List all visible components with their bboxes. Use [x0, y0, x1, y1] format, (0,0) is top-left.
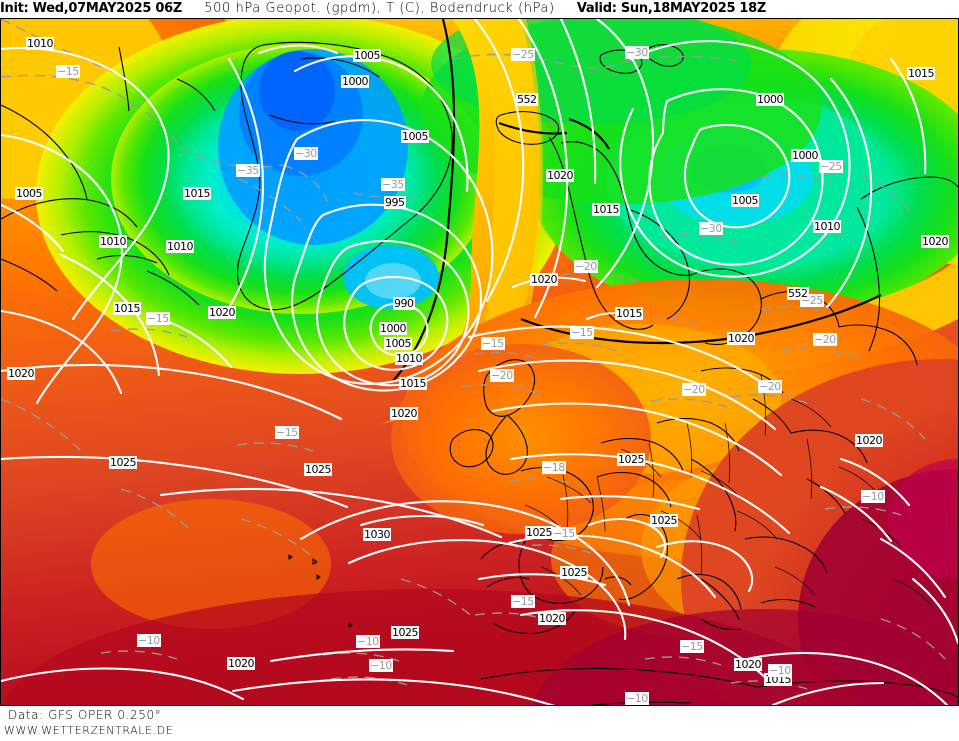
pressure-contour-label: 1020	[208, 306, 236, 319]
temperature-contour-label: −35	[236, 164, 260, 177]
header-valid-label: Valid: Sun,18MAY2025 18Z	[576, 1, 767, 16]
pressure-contour-label: 1000	[756, 93, 784, 106]
temperature-contour-label: −30	[699, 222, 723, 235]
pressure-contour-label: 1020	[7, 367, 35, 380]
coastlines	[1, 41, 958, 705]
temperature-contour-label: −10	[861, 490, 885, 503]
pressure-contour-label: 1020	[390, 407, 418, 420]
pressure-contour-label: 1020	[855, 434, 883, 447]
footer-data-line: Data: GFS OPER 0.250°	[8, 708, 162, 722]
pressure-contour-label: 1010	[395, 352, 423, 365]
pressure-contour-label: 1010	[166, 240, 194, 253]
temperature-contour-label: −30	[294, 147, 318, 160]
pressure-contour-label: 1020	[227, 657, 255, 670]
header-field-label: 500 hPa Geopot. (gpdm), T (C), Bodendruc…	[204, 1, 555, 16]
pressure-contour-label: 1010	[99, 235, 127, 248]
pressure-contour-label: 1015	[399, 377, 427, 390]
temperature-contour-label: −20	[758, 380, 782, 393]
pressure-contour-label: 1000	[379, 322, 407, 335]
pressure-contour-label: 1015	[592, 203, 620, 216]
temperature-contour-label: −20	[682, 383, 706, 396]
temperature-contour-label: −10	[369, 659, 393, 672]
pressure-contour-label: 1025	[617, 453, 645, 466]
temperature-contour-label: −20	[813, 333, 837, 346]
temperature-contour-label: −35	[381, 178, 405, 191]
pressure-contour-label: 1010	[26, 37, 54, 50]
temperature-contour-label: −15	[570, 326, 594, 339]
temperature-contour-label: −15	[481, 337, 505, 350]
temperature-contour-label: −25	[819, 160, 843, 173]
temperature-contour-label: −20	[574, 260, 598, 273]
temperature-contours	[1, 19, 946, 690]
temperature-contour-label: −10	[137, 634, 161, 647]
temperature-contour-label: −15	[56, 65, 80, 78]
pressure-contour-label: 1025	[304, 463, 332, 476]
temperature-contour-label: −15	[275, 426, 299, 439]
pressure-contour-label: 1020	[734, 658, 762, 671]
pressure-isobars	[1, 19, 958, 705]
pressure-contour-label: 1005	[401, 130, 429, 143]
pressure-contour-label: 1025	[525, 526, 553, 539]
pressure-contour-label: 1010	[813, 220, 841, 233]
temperature-contour-label: −30	[625, 46, 649, 59]
temperature-contour-label: −10	[625, 692, 649, 705]
pressure-contour-label: 1020	[727, 332, 755, 345]
pressure-contour-label: 1020	[538, 612, 566, 625]
pressure-contour-label: 1015	[183, 187, 211, 200]
pressure-contour-label: 1020	[921, 235, 949, 248]
pressure-contour-label: 1025	[109, 456, 137, 469]
geopotential-contour-label: 552	[787, 287, 809, 300]
temperature-contour-label: −15	[146, 312, 170, 325]
temperature-contour-label: −15	[680, 640, 704, 653]
pressure-contour-label: 1025	[391, 626, 419, 639]
geopotential-contour-label: 552	[516, 93, 538, 106]
pressure-contour-label: 1025	[650, 514, 678, 527]
pressure-contour-label: 990	[393, 297, 415, 310]
pressure-contour-label: 1005	[353, 49, 381, 62]
pressure-contour-label: 1015	[113, 302, 141, 315]
chart-footer: Data: GFS OPER 0.250° WWW.WETTERZENTRALE…	[0, 706, 959, 741]
temperature-contour-label: −18	[542, 461, 566, 474]
pressure-contour-label: 1005	[731, 194, 759, 207]
pressure-contour-label: 1015	[615, 307, 643, 320]
temperature-contour-label: −20	[490, 369, 514, 382]
geopotential-shading	[1, 19, 958, 705]
weather-map[interactable]: 1010 1015 1005 1000 1005 1000 1000 1005 1020 1005…	[0, 18, 959, 706]
temperature-contour-label: −10	[356, 635, 380, 648]
footer-site-line: WWW.WETTERZENTRALE.DE	[4, 724, 174, 737]
pressure-contour-label: 1025	[560, 566, 588, 579]
temperature-contour-label: −15	[511, 595, 535, 608]
header-init-label: Init: Wed,07MAY2025 06Z	[0, 1, 183, 16]
temperature-contour-label: −25	[511, 48, 535, 61]
pressure-contour-label: 995	[384, 196, 406, 209]
pressure-contour-label: 1020	[546, 169, 574, 182]
pressure-contour-label: 1020	[530, 273, 558, 286]
pressure-contour-label: 1030	[363, 528, 391, 541]
pressure-contour-label: 1005	[15, 187, 43, 200]
pressure-contour-label: 1015	[907, 67, 935, 80]
pressure-contour-label: 1005	[384, 337, 412, 350]
chart-header: Init: Wed,07MAY2025 06Z 500 hPa Geopot. …	[0, 0, 959, 18]
temperature-contour-label: −15	[552, 527, 576, 540]
temperature-contour-label: −10	[768, 664, 792, 677]
pressure-contour-label: 1000	[791, 149, 819, 162]
pressure-contour-label: 1000	[341, 75, 369, 88]
map-canvas	[1, 19, 958, 705]
